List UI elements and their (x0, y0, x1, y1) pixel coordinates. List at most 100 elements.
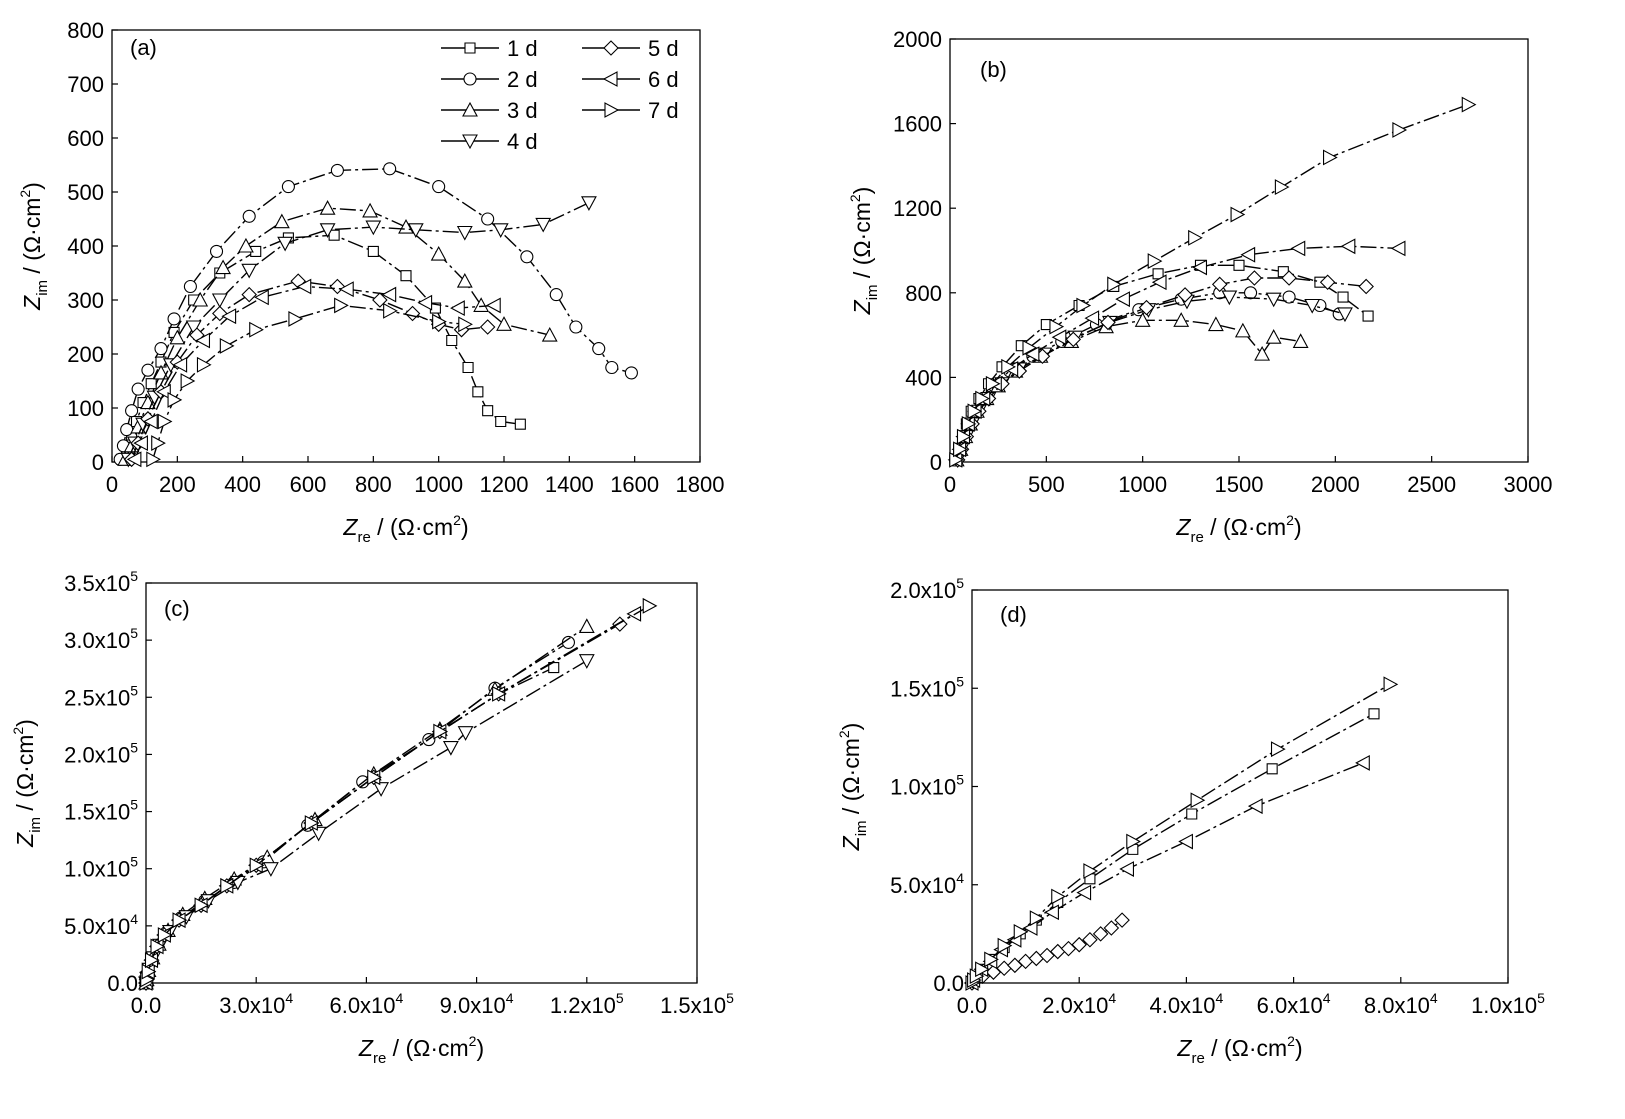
y-tick-label: 0.0 (107, 971, 138, 996)
x-tick-label: 2.0x104 (1042, 990, 1116, 1018)
data-point (372, 292, 388, 308)
data-point (456, 272, 473, 288)
x-tick-label: 9.0x104 (440, 990, 514, 1018)
data-point (479, 319, 496, 335)
x-tick-label: 1.0x105 (1471, 990, 1545, 1018)
data-point (219, 337, 235, 354)
data-point (1083, 863, 1099, 879)
y-tick-label: 1200 (893, 196, 942, 221)
data-point (1114, 912, 1130, 928)
x-axis-label: Zre / (Ω·cm2) (1176, 1033, 1302, 1067)
x-tick-label: 1000 (414, 472, 463, 497)
data-point (1390, 240, 1406, 257)
series-line (145, 613, 635, 984)
data-point (1051, 329, 1067, 346)
data-point (120, 423, 134, 437)
data-point (365, 220, 382, 236)
legend-label: 5 d (648, 36, 679, 61)
data-point (967, 403, 983, 420)
series-3d (117, 200, 558, 466)
data-point (1119, 861, 1134, 877)
y-tick-label: 0 (930, 450, 942, 475)
x-tick-label: 400 (224, 472, 261, 497)
data-point (430, 245, 447, 261)
data-point (192, 291, 209, 307)
series-2d (139, 635, 575, 990)
data-point (1065, 331, 1082, 348)
data-point (1266, 763, 1278, 775)
legend-marker (462, 134, 478, 150)
data-point (196, 356, 212, 373)
data-point (997, 937, 1013, 954)
x-tick-label: 2500 (1407, 472, 1456, 497)
data-point (1246, 270, 1263, 286)
data-point (1221, 290, 1238, 306)
series-1d (116, 229, 526, 465)
data-point (1186, 808, 1198, 820)
data-point (1319, 274, 1336, 291)
data-point (1082, 931, 1098, 948)
y-tick-label: 600 (67, 126, 104, 151)
data-point (1254, 345, 1271, 361)
data-point (250, 245, 262, 257)
data-point (1340, 238, 1356, 255)
data-point (281, 180, 295, 194)
data-point (975, 961, 990, 978)
y-axis-label: Zim / (Ω·cm2) (847, 187, 881, 316)
data-point (1265, 329, 1282, 344)
data-point (1001, 358, 1016, 375)
series-line (121, 234, 521, 460)
data-point (548, 662, 560, 674)
data-point (383, 162, 397, 176)
legend-label: 1 d (507, 36, 538, 61)
data-point (328, 229, 340, 241)
series-4d (138, 654, 595, 992)
data-point (1234, 322, 1251, 338)
data-point (362, 202, 378, 218)
data-point (143, 413, 158, 430)
x-tick-label: 1000 (1118, 472, 1167, 497)
legend-marker (462, 101, 478, 117)
series-4d (949, 290, 1353, 469)
data-point (153, 364, 169, 380)
x-tick-label: 3000 (1504, 472, 1553, 497)
data-point (273, 213, 290, 229)
data-point (150, 938, 166, 955)
x-tick-label: 0 (106, 472, 118, 497)
data-point (456, 225, 473, 241)
data-point (496, 316, 512, 331)
data-point (262, 862, 279, 877)
x-axis-label: Zre / (Ω·cm2) (1175, 512, 1301, 546)
data-point (141, 363, 155, 377)
data-point (985, 375, 1001, 392)
legend-item: 3 d (441, 98, 538, 123)
panel-label: (a) (130, 35, 157, 60)
data-point (1044, 904, 1059, 921)
data-point (1337, 291, 1349, 303)
x-tick-label: 500 (1028, 472, 1065, 497)
data-point (172, 912, 188, 929)
data-point (195, 332, 211, 349)
data-point (1270, 741, 1286, 758)
data-point (1281, 270, 1297, 286)
y-tick-label: 200 (67, 342, 104, 367)
y-tick-label: 1.0x105 (64, 854, 138, 882)
data-point (1107, 276, 1122, 293)
data-point (1100, 314, 1116, 331)
data-point (1022, 339, 1038, 356)
data-point (495, 415, 507, 428)
x-tick-label: 800 (355, 472, 392, 497)
legend-item: 1 d (441, 36, 538, 61)
series-7d (146, 297, 473, 468)
x-tick-label: 6.0x104 (329, 990, 403, 1018)
x-tick-label: 1.5x105 (660, 990, 734, 1018)
data-point (221, 308, 237, 325)
data-point (155, 356, 167, 368)
data-point (133, 435, 148, 452)
panel-label: (d) (1000, 602, 1027, 627)
data-point (126, 451, 142, 468)
data-point (626, 605, 642, 622)
data-point (1461, 96, 1477, 113)
data-point (241, 286, 257, 303)
